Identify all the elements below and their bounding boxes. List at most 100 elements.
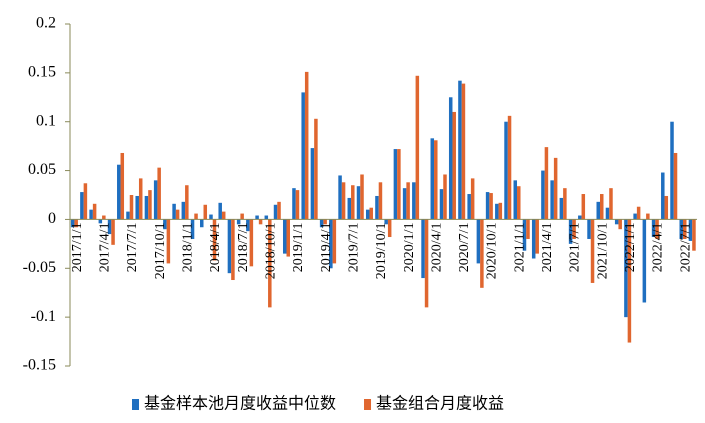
x-tick-label: 2019/10/1	[374, 222, 389, 279]
y-tick-label: -0.1	[31, 308, 56, 325]
bar	[249, 219, 254, 267]
bar	[295, 190, 300, 220]
bar	[655, 219, 659, 239]
bar	[221, 211, 226, 220]
bar	[434, 140, 438, 220]
bar	[282, 219, 287, 254]
bar	[286, 219, 291, 257]
bar	[292, 188, 296, 220]
y-tick-label: -0.05	[23, 259, 56, 276]
bar	[157, 167, 161, 220]
bar	[102, 215, 106, 220]
bar	[277, 201, 281, 220]
y-tick-label: 0.05	[28, 161, 56, 178]
bar	[190, 219, 195, 239]
bar	[664, 195, 669, 220]
bar	[148, 190, 152, 220]
bar	[255, 215, 259, 220]
bar	[402, 188, 407, 220]
bar	[544, 147, 549, 220]
x-tick-label: 2019/1/1	[291, 222, 306, 272]
bar	[240, 213, 244, 220]
bar	[661, 172, 665, 220]
bar	[384, 219, 388, 225]
x-tick-label: 2020/4/1	[429, 222, 444, 272]
bar	[89, 209, 93, 220]
bar	[175, 209, 180, 220]
bar	[351, 185, 355, 220]
bar	[572, 219, 576, 239]
bar	[341, 182, 346, 220]
bar	[338, 175, 342, 220]
bar	[301, 92, 305, 220]
bar	[642, 219, 647, 303]
y-tick-label: 0.15	[28, 64, 56, 81]
bar	[273, 204, 278, 220]
bar	[107, 219, 112, 235]
bar	[633, 213, 637, 220]
bar	[480, 219, 484, 288]
bar	[231, 219, 235, 281]
bar	[415, 75, 420, 220]
bar	[227, 219, 232, 274]
bar	[559, 197, 564, 220]
y-tick-label: 0	[48, 210, 56, 227]
bar	[651, 219, 656, 238]
x-tick-label: 2022/7/1	[678, 222, 693, 272]
bar	[406, 182, 410, 220]
bar	[117, 164, 121, 220]
bar	[365, 209, 370, 220]
bar	[92, 203, 97, 220]
x-tick-label: 2020/7/1	[457, 222, 472, 272]
bar	[578, 215, 582, 220]
bar	[246, 219, 250, 232]
bar	[412, 182, 416, 220]
bar	[467, 194, 471, 220]
bar	[443, 174, 447, 220]
bar	[393, 149, 398, 220]
bar	[236, 219, 241, 225]
bar	[541, 170, 545, 220]
bar	[387, 219, 392, 238]
bar	[209, 214, 213, 220]
bar	[627, 219, 632, 343]
bar	[329, 219, 333, 269]
bar	[98, 219, 103, 224]
bar	[673, 152, 678, 220]
bar	[476, 219, 481, 264]
bar	[550, 180, 554, 220]
bar	[369, 207, 373, 220]
bar	[507, 115, 512, 220]
bar	[144, 195, 149, 220]
bar	[375, 195, 379, 220]
bar	[397, 149, 401, 220]
x-tick-label: 2018/1/1	[180, 222, 195, 272]
bar	[470, 178, 475, 220]
bar	[111, 219, 115, 245]
bar	[163, 219, 167, 230]
bar	[458, 80, 462, 220]
bar	[498, 202, 503, 220]
y-tick-label: -0.15	[23, 357, 56, 374]
bar	[553, 157, 558, 220]
y-tick-label: 0.1	[36, 112, 56, 129]
bar	[522, 219, 527, 251]
x-tick-label: 2022/1/1	[623, 222, 638, 272]
bar	[609, 188, 613, 220]
bar	[624, 219, 628, 318]
bar	[319, 219, 324, 228]
bar	[581, 194, 586, 220]
bar	[535, 219, 539, 254]
x-tick-label: 2017/4/1	[97, 222, 112, 272]
bar	[495, 203, 499, 220]
bar	[448, 97, 453, 220]
bar	[489, 193, 493, 220]
bar	[135, 195, 139, 220]
x-tick-label: 2017/7/1	[125, 222, 140, 272]
x-tick-label: 2020/1/1	[402, 222, 417, 272]
bar	[430, 138, 435, 220]
x-tick-label: 2022/4/1	[651, 222, 666, 272]
bar	[70, 219, 75, 228]
bar	[360, 174, 364, 220]
